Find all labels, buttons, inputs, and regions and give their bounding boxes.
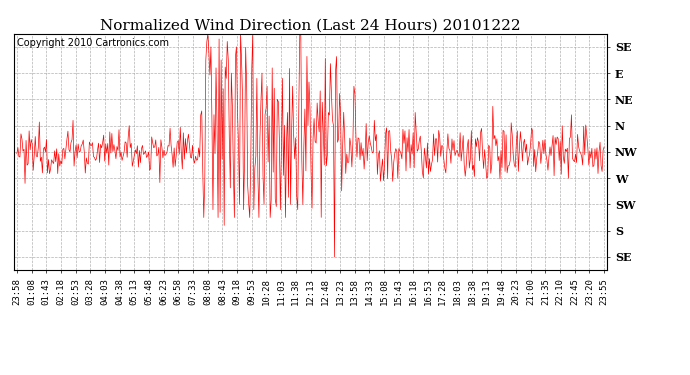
Title: Normalized Wind Direction (Last 24 Hours) 20101222: Normalized Wind Direction (Last 24 Hours…	[100, 19, 521, 33]
Text: Copyright 2010 Cartronics.com: Copyright 2010 Cartronics.com	[17, 39, 169, 48]
